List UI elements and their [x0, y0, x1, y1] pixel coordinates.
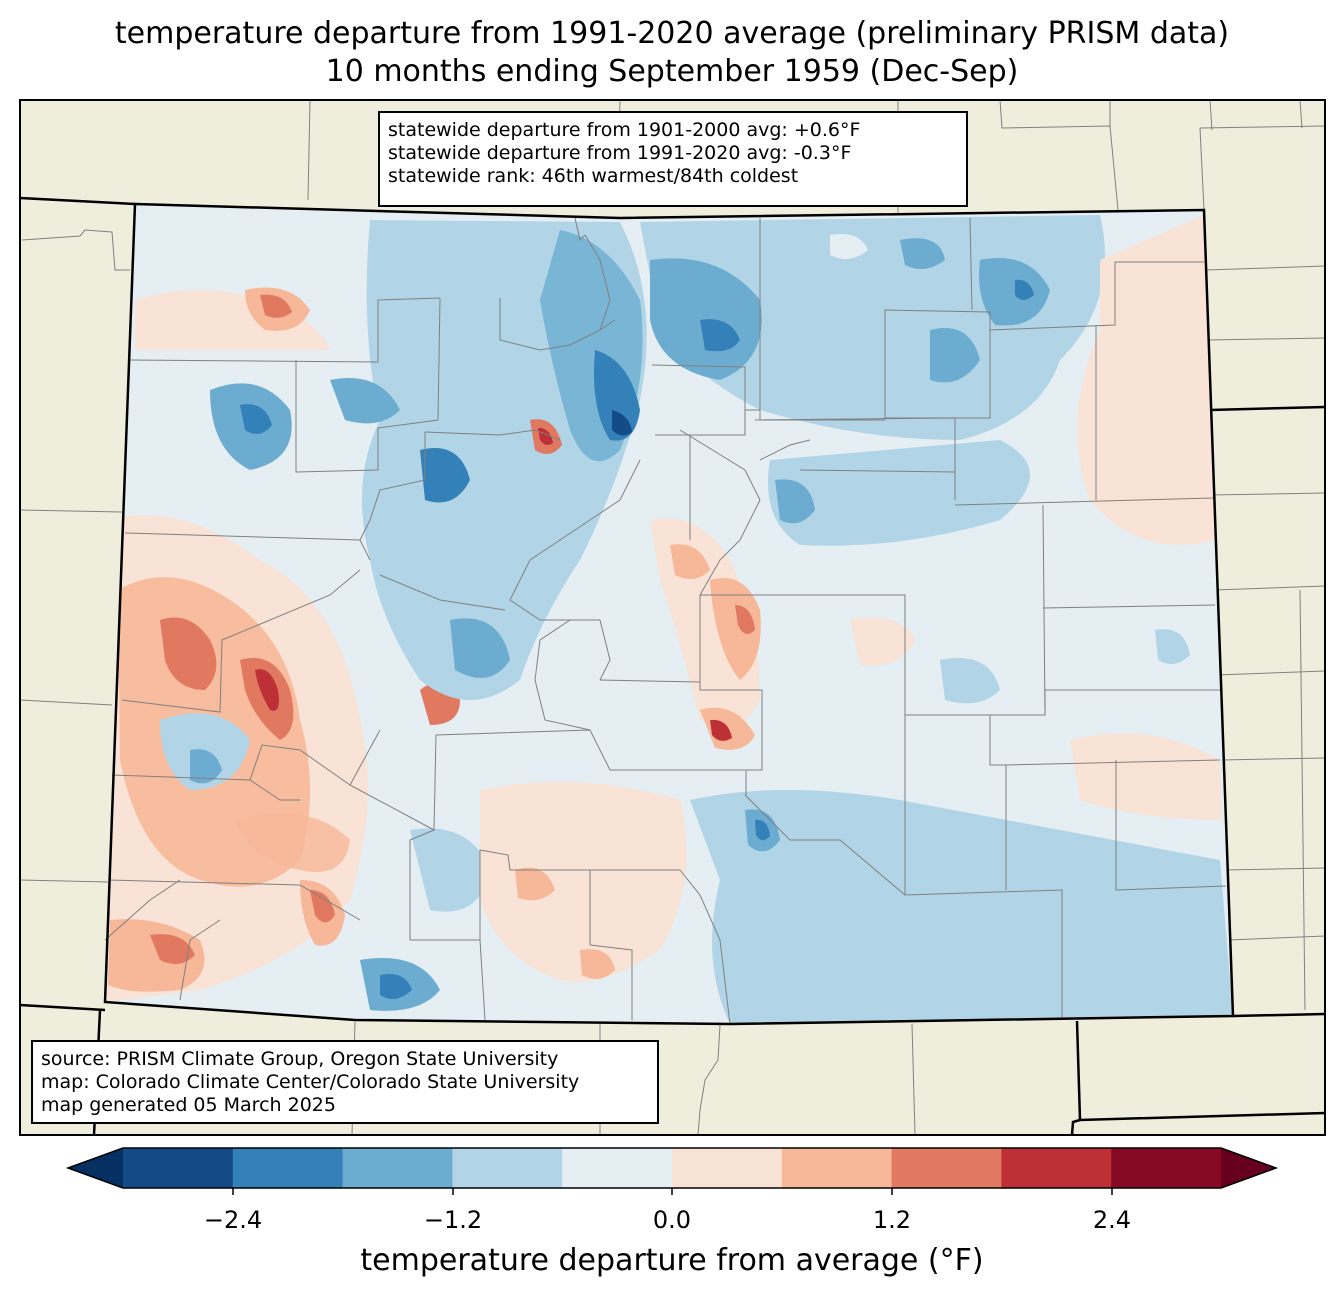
colorbar-tick-1: −2.4 [203, 1206, 263, 1234]
colorbar-tick-3: 0.0 [652, 1206, 692, 1234]
map-title-line1: temperature departure from 1991-2020 ave… [114, 16, 1230, 51]
stats-line-3: statewide rank: 46th warmest/84th coldes… [388, 165, 799, 187]
credits-line-1: source: PRISM Climate Group, Oregon Stat… [41, 1048, 559, 1070]
stats-line-2: statewide departure from 1991-2020 avg: … [388, 142, 852, 164]
colorado-border [103, 202, 1235, 1026]
credits-line-3: map generated 05 March 2025 [41, 1094, 336, 1116]
colorbar-label: temperature departure from average (°F) [360, 1243, 984, 1278]
map-frame [19, 99, 1326, 1136]
map-title-line2: 10 months ending September 1959 (Dec-Sep… [325, 54, 1019, 89]
statewide-stats-box: statewide departure from 1901-2000 avg: … [378, 111, 968, 207]
credits-line-2: map: Colorado Climate Center/Colorado St… [41, 1071, 580, 1093]
colorbar-tick-4: 1.2 [872, 1206, 912, 1234]
county-lines [104, 217, 1227, 1025]
colorbar-tick-2: −1.2 [423, 1206, 483, 1234]
colorbar-tick-5: 2.4 [1092, 1206, 1132, 1234]
credits-box: source: PRISM Climate Group, Oregon Stat… [31, 1040, 659, 1124]
stats-line-1: statewide departure from 1901-2000 avg: … [388, 119, 861, 141]
temperature-contours [105, 215, 1233, 1024]
